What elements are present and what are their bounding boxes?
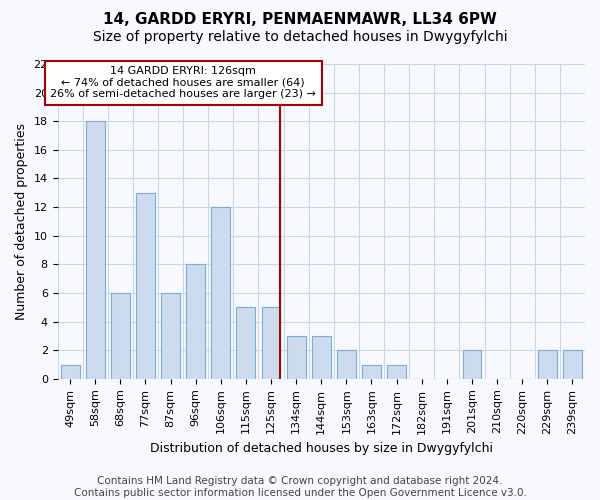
Bar <box>236 308 256 379</box>
Bar <box>262 308 280 379</box>
Bar <box>186 264 205 379</box>
Bar <box>387 364 406 379</box>
Bar <box>563 350 582 379</box>
Text: Contains HM Land Registry data © Crown copyright and database right 2024.
Contai: Contains HM Land Registry data © Crown c… <box>74 476 526 498</box>
X-axis label: Distribution of detached houses by size in Dwygyfylchi: Distribution of detached houses by size … <box>150 442 493 455</box>
Y-axis label: Number of detached properties: Number of detached properties <box>15 123 28 320</box>
Bar <box>337 350 356 379</box>
Bar <box>61 364 80 379</box>
Text: Size of property relative to detached houses in Dwygyfylchi: Size of property relative to detached ho… <box>92 30 508 44</box>
Bar <box>111 293 130 379</box>
Bar <box>287 336 305 379</box>
Text: 14 GARDD ERYRI: 126sqm
← 74% of detached houses are smaller (64)
26% of semi-det: 14 GARDD ERYRI: 126sqm ← 74% of detached… <box>50 66 316 100</box>
Bar <box>362 364 381 379</box>
Bar <box>86 121 104 379</box>
Text: 14, GARDD ERYRI, PENMAENMAWR, LL34 6PW: 14, GARDD ERYRI, PENMAENMAWR, LL34 6PW <box>103 12 497 28</box>
Bar <box>136 193 155 379</box>
Bar <box>161 293 180 379</box>
Bar <box>312 336 331 379</box>
Bar <box>538 350 557 379</box>
Bar <box>463 350 481 379</box>
Bar <box>211 207 230 379</box>
